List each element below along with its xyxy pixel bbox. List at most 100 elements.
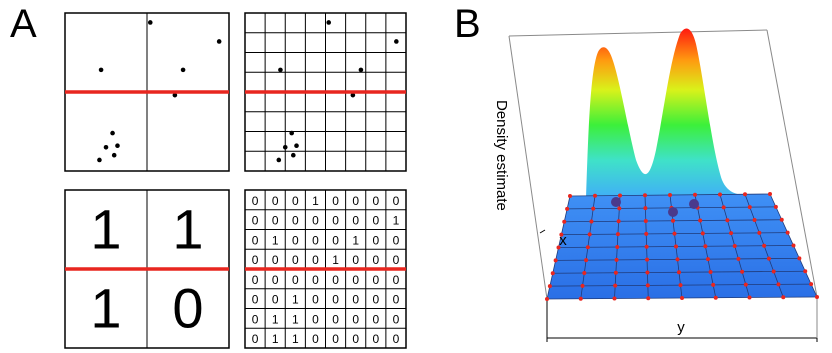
mesh-node bbox=[547, 284, 552, 289]
scatter-point bbox=[216, 39, 222, 44]
fine-count-cell: 0 bbox=[252, 253, 259, 267]
scatter-point bbox=[98, 67, 104, 73]
mesh-node bbox=[698, 218, 703, 223]
mesh-node bbox=[614, 257, 619, 262]
mesh-node bbox=[645, 283, 650, 288]
fine-count-cell: 0 bbox=[372, 194, 379, 208]
mesh-node bbox=[781, 295, 786, 300]
fine-count-cell: 0 bbox=[252, 332, 259, 346]
scatter-point bbox=[115, 143, 120, 149]
mesh-node bbox=[643, 193, 647, 198]
fine-count-cell: 0 bbox=[292, 194, 299, 208]
fine-count-cell: 0 bbox=[393, 273, 400, 287]
fine-count-cell: 1 bbox=[352, 233, 359, 247]
projected-point bbox=[668, 207, 678, 217]
mesh-node bbox=[672, 231, 677, 236]
scatter-fine-panel bbox=[244, 12, 407, 172]
fine-count-cell: 0 bbox=[312, 214, 319, 228]
fine-count-cell: 1 bbox=[292, 332, 299, 346]
mesh-node bbox=[613, 283, 618, 288]
fine-count-cell: 0 bbox=[393, 194, 400, 208]
fine-count-cell: 0 bbox=[352, 312, 359, 326]
mesh-node bbox=[747, 295, 752, 300]
scatter-point bbox=[291, 152, 296, 158]
fine-count-cell: 0 bbox=[372, 312, 379, 326]
mesh-node bbox=[803, 269, 808, 274]
mesh-node bbox=[591, 206, 596, 211]
mesh-node bbox=[556, 245, 561, 250]
fine-count-cell: 0 bbox=[332, 293, 339, 307]
fine-count-cell: 0 bbox=[332, 233, 339, 247]
fine-count-cell: 0 bbox=[312, 233, 319, 247]
fine-count-cell: 0 bbox=[252, 194, 259, 208]
mesh-node bbox=[743, 282, 748, 287]
coarse-count-cell: 1 bbox=[90, 277, 121, 340]
scatter-point bbox=[111, 152, 117, 158]
fine-count-cell: 0 bbox=[312, 293, 319, 307]
mesh-node bbox=[589, 219, 594, 224]
mesh-node bbox=[725, 218, 730, 223]
scatter-coarse-panel bbox=[64, 12, 230, 172]
fine-count-cell: 0 bbox=[352, 273, 359, 287]
fine-count-cell: 0 bbox=[372, 293, 379, 307]
mesh-node bbox=[553, 258, 558, 263]
panel-label-b: B bbox=[454, 2, 481, 46]
mesh-node bbox=[718, 192, 722, 197]
scatter-point bbox=[103, 145, 109, 150]
mesh-node bbox=[582, 271, 587, 275]
mesh-node bbox=[643, 206, 648, 211]
mesh-node bbox=[617, 206, 622, 211]
coarse-count-cell: 1 bbox=[172, 198, 203, 261]
y-axis-label: y bbox=[677, 319, 685, 336]
mesh-node bbox=[757, 230, 762, 235]
fine-count-cell: 0 bbox=[252, 273, 259, 287]
fine-count-cell: 1 bbox=[332, 253, 339, 267]
scatter-point bbox=[97, 157, 102, 163]
mesh-node bbox=[545, 297, 549, 301]
scatter-point bbox=[147, 20, 153, 25]
coarse-count-cell: 0 bbox=[172, 277, 203, 340]
fine-count-cell: 0 bbox=[292, 253, 299, 267]
fine-count-cell: 0 bbox=[393, 312, 400, 326]
mesh-node bbox=[578, 296, 583, 301]
fine-count-cell: 1 bbox=[272, 233, 279, 247]
mesh-node bbox=[752, 218, 757, 222]
x-axis-label: x bbox=[559, 232, 567, 249]
fine-count-cell: 1 bbox=[272, 312, 279, 326]
mesh-node bbox=[693, 192, 697, 197]
scatter-point bbox=[180, 67, 186, 73]
mesh-node bbox=[675, 257, 680, 262]
mesh-node bbox=[565, 206, 570, 211]
mesh-node bbox=[678, 283, 683, 288]
fine-count-cell: 0 bbox=[272, 273, 279, 287]
projected-point bbox=[689, 199, 699, 209]
mesh-node bbox=[762, 243, 767, 248]
mesh-node bbox=[646, 296, 651, 301]
mesh-node bbox=[644, 244, 649, 249]
mesh-node bbox=[643, 219, 648, 223]
mesh-node bbox=[766, 256, 771, 261]
fine-count-cell: 0 bbox=[272, 214, 279, 228]
fine-count-cell: 0 bbox=[252, 233, 259, 247]
mesh-node bbox=[587, 232, 592, 237]
mesh-node bbox=[700, 231, 705, 236]
fine-count-cell: 0 bbox=[352, 194, 359, 208]
density-peaks-surface bbox=[586, 28, 770, 205]
mesh-node bbox=[618, 193, 622, 198]
mesh-node bbox=[797, 256, 802, 261]
coarse-count-grid: 1 11 0 bbox=[64, 189, 230, 349]
density-surface-plot: Density estimate x y bbox=[493, 28, 819, 342]
mesh-node bbox=[585, 245, 590, 250]
mesh-node bbox=[593, 193, 597, 198]
mesh-node bbox=[668, 193, 672, 197]
fine-count-cell: 0 bbox=[332, 194, 339, 208]
fine-count-cell: 0 bbox=[393, 332, 400, 346]
fine-count-cell: 0 bbox=[272, 194, 279, 208]
projected-point bbox=[611, 197, 621, 207]
mesh-node bbox=[562, 219, 567, 224]
z-axis-label: Density estimate bbox=[493, 100, 510, 211]
mesh-node bbox=[773, 204, 778, 209]
mesh-node bbox=[584, 258, 589, 263]
fine-count-cell: 0 bbox=[393, 233, 400, 247]
